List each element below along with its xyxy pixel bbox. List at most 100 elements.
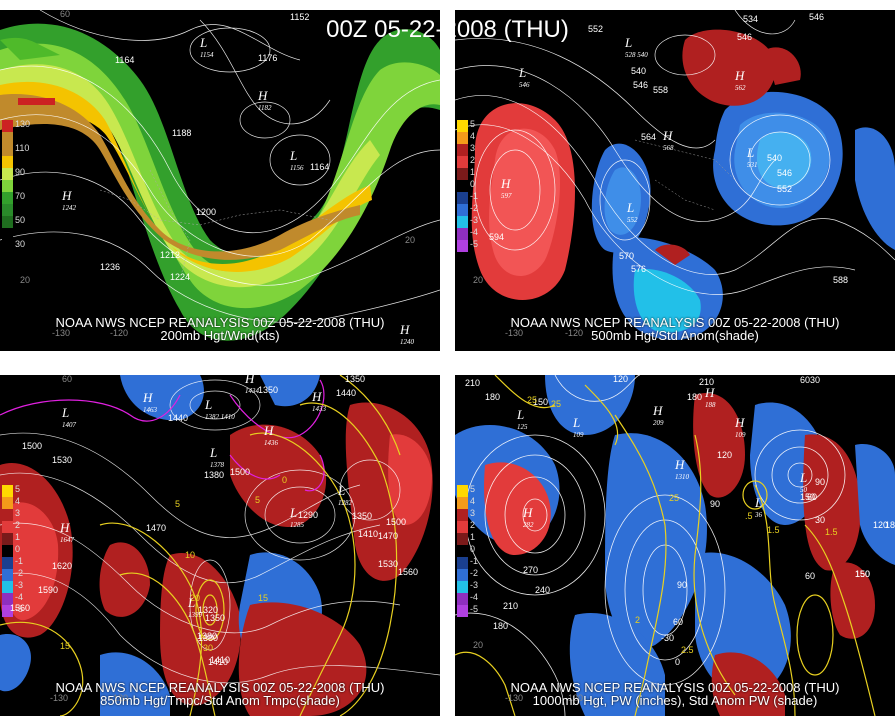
map-1000mb [455, 375, 895, 716]
low-center: L 1282 [338, 483, 352, 507]
panel-header: NOAA NWS NCEP REANALYSIS 00Z 05-22-2008 … [55, 680, 385, 695]
longitude-label: -130 [52, 328, 71, 338]
contour-label: 270 [523, 565, 539, 575]
colorbar-wind: 130 110 90 70 50 30 [2, 119, 30, 252]
center-value: 1154 [200, 51, 214, 59]
colorbar-label: 2 [470, 520, 476, 530]
center-value: 568 [663, 144, 674, 152]
center-value: 109 [573, 431, 584, 439]
low-center: L 552 [627, 200, 638, 224]
colorbar-label: -1 [15, 556, 24, 566]
colorbar-label: 1 [470, 167, 476, 177]
contour-label: 1470 [146, 523, 167, 533]
contour-label: 240 [535, 585, 551, 595]
contour-label: 1164 [115, 55, 135, 65]
high-center: H 209 [653, 403, 664, 427]
contour-label: 552 [777, 184, 793, 194]
contour-label: 588 [833, 275, 849, 285]
contour-label: 150 [855, 569, 871, 579]
panel-subtitle: 200mb Hgt/Wnd(kts) [160, 328, 280, 343]
contour-label: 1500 [386, 517, 407, 527]
contour-label: 210 [699, 377, 715, 387]
contour-label: 120 [873, 520, 889, 530]
contour-label: 552 [588, 24, 604, 34]
colorbar-label: 1 [15, 532, 21, 542]
panel-header: NOAA NWS NCEP REANALYSIS 00Z 05-22-2008 … [55, 315, 385, 330]
colorbar-label: 2 [15, 520, 21, 530]
contour-label: 1380 [198, 633, 219, 643]
contour-label: 1560 [398, 567, 419, 577]
contour-label: 1380 [197, 631, 218, 641]
colorbar-label: -4 [470, 592, 479, 602]
colorbar-label: -3 [15, 580, 24, 590]
low-center: L 1399 [188, 595, 202, 619]
center-value: 1647 [60, 536, 74, 544]
longitude-label: -120 [565, 328, 584, 338]
contour-label: 25 [669, 493, 680, 503]
contour-label: 6030 [800, 375, 821, 385]
high-center: H 1434 [245, 375, 259, 395]
center-value: 282 [523, 521, 534, 529]
colorbar-label: 3 [15, 508, 21, 518]
low-center: L 109 [573, 415, 584, 439]
panel-1000mb-precipitable-water: 5 4 3 2 1 0 -1 -2 -3 -4 -5 210 180 150 1… [455, 375, 895, 716]
center-value: 1407 [62, 421, 76, 429]
latitude-label: 20 [473, 640, 484, 650]
colorbar-label: -1 [470, 191, 479, 201]
high-center: H 188 [705, 385, 716, 409]
low-center: L 1285 [290, 505, 304, 529]
colorbar-label: 5 [15, 484, 21, 494]
colorbar-label: -4 [15, 592, 24, 602]
map-200mb [0, 10, 440, 351]
panel-subtitle: 500mb Hgt/Std Anom(shade) [591, 328, 759, 343]
center-value: 50 [800, 486, 807, 494]
high-center: H 597 [501, 176, 512, 200]
high-center: H 568 [663, 128, 674, 152]
colorbar-label: 0 [15, 544, 21, 554]
low-center: L 36 [755, 495, 763, 519]
panel-header: NOAA NWS NCEP REANALYSIS 00Z 05-22-2008 … [510, 680, 840, 695]
contour-label: 540 [767, 153, 783, 163]
center-value: 188 [705, 401, 716, 409]
center-value: 1240 [400, 338, 414, 346]
map-850mb [0, 375, 440, 716]
center-value: 1310 [675, 473, 689, 481]
colorbar-label: -2 [15, 568, 24, 578]
contour-label: -30 [661, 633, 675, 643]
colorbar-label: 4 [470, 131, 476, 141]
latitude-label: 60 [62, 375, 73, 384]
high-center: H 1463 [143, 390, 157, 414]
panel-subtitle: 850mb Hgt/Tmpc/Std Anom Tmpc(shade) [100, 693, 340, 708]
center-value: 562 [735, 84, 746, 92]
contour-label: 120 [613, 375, 629, 384]
contour-label: 534 [743, 14, 759, 24]
contour-label: 150 [533, 397, 549, 407]
contour-label: 1440 [168, 413, 189, 423]
colorbar-label: 0 [470, 179, 476, 189]
colorbar-label: 0 [470, 544, 476, 554]
contour-label: 1236 [100, 262, 121, 272]
contour-label: 1350 [345, 375, 366, 384]
map-500mb [455, 10, 895, 351]
center-value: 1433 [312, 405, 326, 413]
colorbar-label: -5 [470, 239, 479, 249]
contour-label: 90 [677, 580, 688, 590]
contour-label: 546 [633, 80, 649, 90]
center-value: 125 [517, 423, 528, 431]
contour-label: 210 [503, 601, 519, 611]
contour-label: 1224 [170, 272, 191, 282]
contour-label: 540 [631, 66, 647, 76]
center-value: 1463 [143, 406, 157, 414]
latitude-label: 20 [473, 275, 484, 285]
colorbar-label: -2 [470, 203, 479, 213]
contour-label: 1176 [258, 53, 278, 63]
contour-label: 20 [190, 593, 201, 603]
contour-label: 1410 [208, 657, 229, 667]
latitude-label: 60 [60, 10, 71, 19]
colorbar-label: 2 [470, 155, 476, 165]
longitude-label: -120 [565, 693, 584, 703]
center-value: 597 [501, 192, 512, 200]
contour-label: 1560 [10, 603, 31, 613]
center-value: 109 [735, 431, 746, 439]
contour-label: 180 [485, 392, 501, 402]
